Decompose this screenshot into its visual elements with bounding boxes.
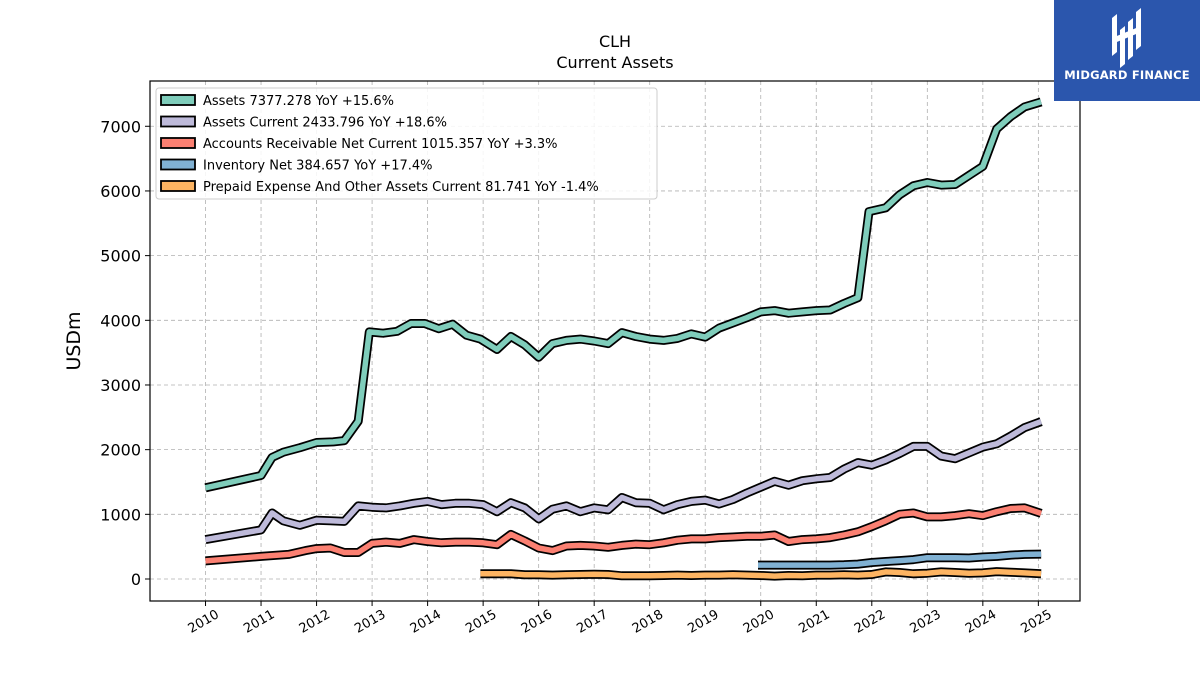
x-tick-label: 2013 xyxy=(352,607,388,637)
legend-label-inventory-net: Inventory Net 384.657 YoY +17.4% xyxy=(203,159,433,174)
legend-swatch-assets xyxy=(160,94,196,106)
x-tick-label: 2011 xyxy=(241,607,277,637)
x-tick-label: 2014 xyxy=(408,607,444,637)
legend-label-assets-current: Assets Current 2433.796 YoY +18.6% xyxy=(203,116,447,131)
legend-label-assets: Assets 7377.278 YoY +15.6% xyxy=(203,94,394,109)
x-tick-label: 2023 xyxy=(907,607,943,637)
x-tick-label: 2010 xyxy=(186,607,222,637)
y-axis: 0 1000 2000 3000 4000 5000 6000 7000 xyxy=(100,117,150,589)
y-tick-label: 5000 xyxy=(100,247,141,266)
logo-mark-icon xyxy=(1112,8,1141,68)
series-group xyxy=(204,97,1043,581)
x-tick-label: 2021 xyxy=(796,607,832,637)
legend: Assets 7377.278 YoY +15.6% Assets Current… xyxy=(155,87,658,200)
x-tick-label: 2015 xyxy=(463,607,499,637)
x-tick-label: 2017 xyxy=(574,607,610,637)
y-axis-label: USDm xyxy=(63,311,85,370)
x-tick-label: 2022 xyxy=(852,607,888,637)
x-axis: 2010 2011 2012 2013 2014 2015 2016 2017 2018 2019… xyxy=(186,601,1055,637)
x-tick-label: 2024 xyxy=(963,607,999,637)
logo-text: MIDGARD FINANCE xyxy=(1064,68,1190,82)
series-line-prepaid-expense-and-other-assets-current xyxy=(480,568,1042,579)
x-tick-label: 2012 xyxy=(297,607,333,637)
x-tick-label: 2016 xyxy=(519,607,555,637)
x-tick-label: 2019 xyxy=(685,607,721,637)
y-tick-label: 4000 xyxy=(100,311,141,330)
legend-label-accounts-receivable-net-current: Accounts Receivable Net Current 1015.357… xyxy=(203,137,558,152)
x-tick-label: 2018 xyxy=(630,607,666,637)
y-tick-label: 2000 xyxy=(100,441,141,460)
y-tick-label: 0 xyxy=(131,570,141,589)
y-tick-label: 1000 xyxy=(100,505,141,524)
series-line-inventory-net xyxy=(758,551,1042,568)
series-line-accounts-receivable-net-current xyxy=(205,505,1042,564)
chart-title: CLH xyxy=(599,32,631,51)
legend-box xyxy=(155,87,658,200)
y-tick-label: 6000 xyxy=(100,182,141,201)
x-tick-label: 2025 xyxy=(1019,607,1055,637)
midgard-finance-logo: MIDGARD FINANCE xyxy=(1054,0,1200,101)
legend-swatch-assets-current xyxy=(160,115,196,128)
y-tick-label: 7000 xyxy=(100,117,141,136)
y-tick-label: 3000 xyxy=(100,376,141,395)
legend-label-prepaid-expense-and-other-assets-current: Prepaid Expense And Other Assets Current… xyxy=(203,180,599,195)
legend-swatch-inventory-net xyxy=(160,158,196,171)
legend-swatch-prepaid-expense-and-other-assets-current xyxy=(160,180,196,192)
plot-frame xyxy=(149,80,1081,602)
x-tick-label: 2020 xyxy=(741,607,777,637)
series-line-assets xyxy=(204,99,1042,491)
series-line-assets-current xyxy=(205,419,1043,543)
chart-subtitle: Current Assets xyxy=(556,53,673,72)
legend-swatch-accounts-receivable-net-current xyxy=(160,137,196,149)
